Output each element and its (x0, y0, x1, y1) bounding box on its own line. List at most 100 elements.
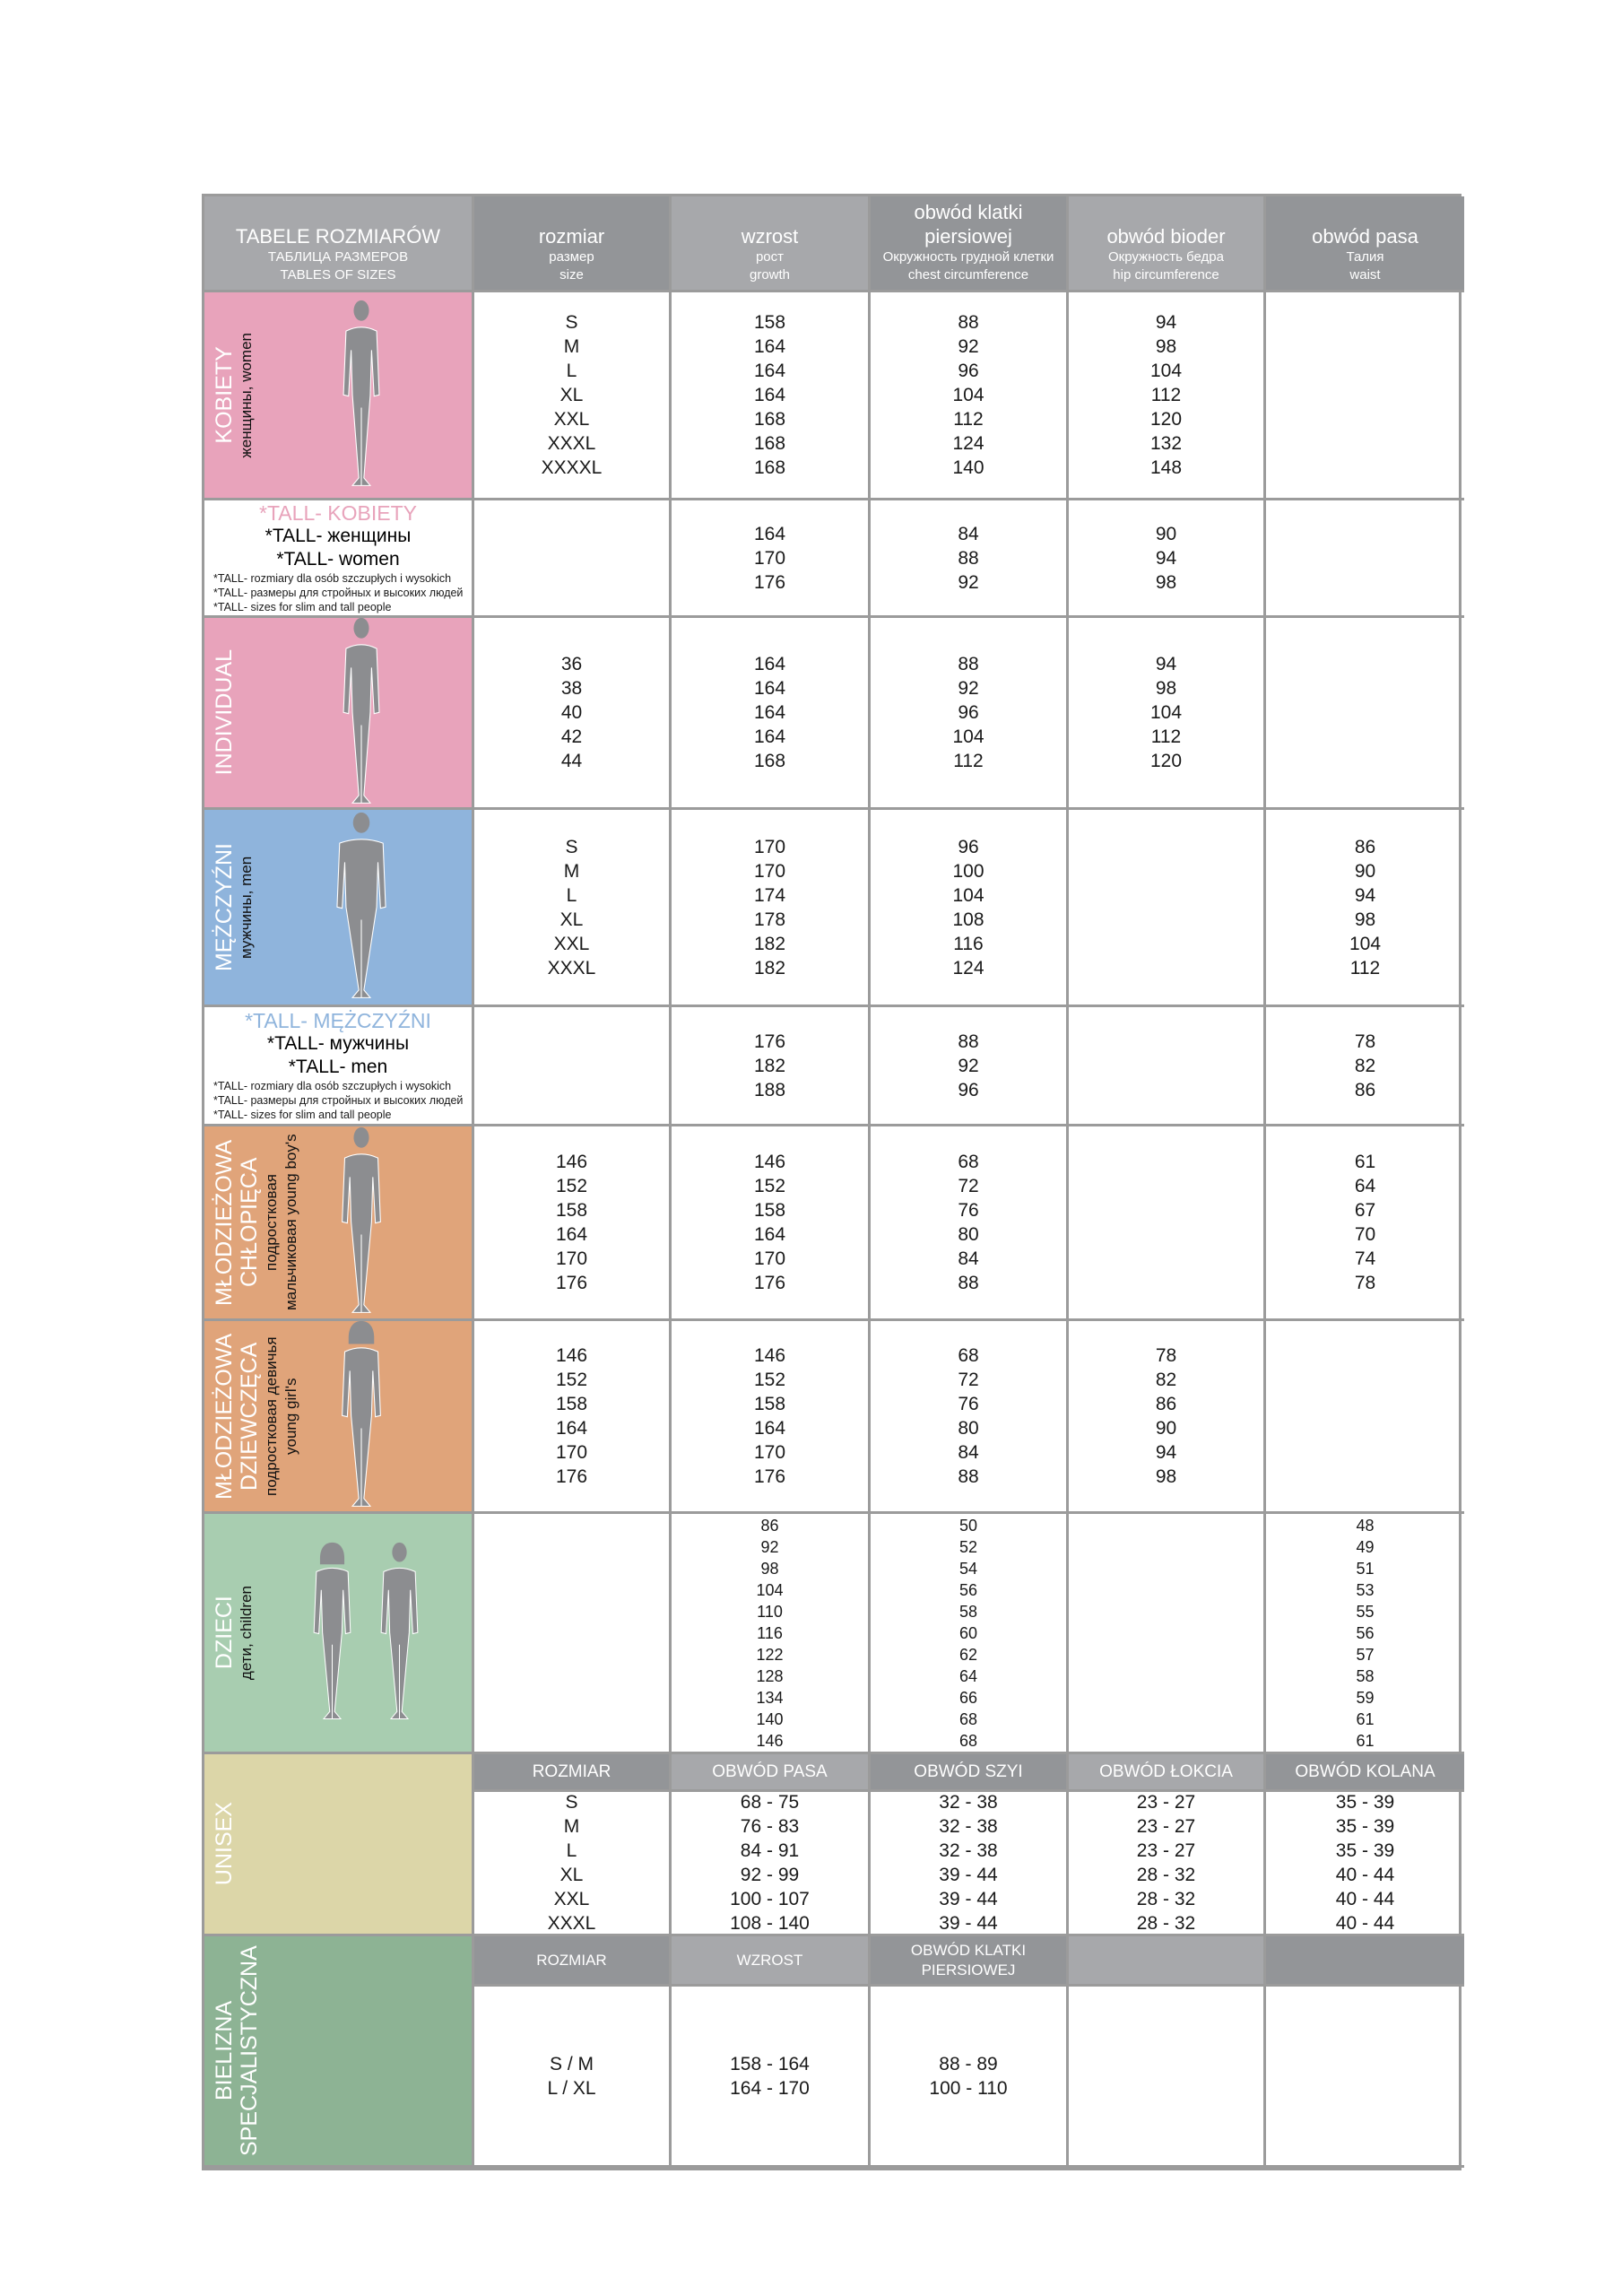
column-header-ru: рост (755, 249, 785, 265)
value: 23 - 27 (1136, 1792, 1196, 1813)
value: 72 (958, 1176, 979, 1196)
value: 170 (753, 860, 786, 882)
value: 61 (1354, 1152, 1376, 1172)
value: 158 (753, 1200, 786, 1221)
column-header-ru: Окружность бедра (1108, 249, 1224, 265)
man-silhouette-icon (321, 811, 402, 1004)
value: 158 - 164 (730, 2053, 810, 2074)
value: 90 (1155, 1418, 1177, 1439)
section-label-cell: MĘŻCZYŹNI мужчины, men (204, 810, 474, 1007)
section-title: MŁODZIEŻOWA CHŁOPIĘCA (212, 1139, 262, 1306)
value: 42 (560, 726, 583, 747)
value: 176 (753, 1273, 786, 1293)
data-cell: ROZMIAR S M L XL XXL XXXL (474, 1754, 672, 1936)
data-cell: 86 90 94 98 104 112 (1266, 810, 1464, 1007)
value: 170 (555, 1248, 588, 1269)
value: 168 (753, 751, 786, 771)
sub-header: OBWÓD PASA (672, 1754, 868, 1792)
value: 98 (760, 1559, 779, 1578)
value: 146 (756, 1731, 784, 1750)
value: 35 - 39 (1335, 1792, 1395, 1813)
value: 164 (753, 523, 786, 544)
value: 92 (958, 336, 979, 357)
value: 64 (1354, 1176, 1376, 1196)
value: S (565, 312, 578, 333)
value: 36 (560, 654, 583, 674)
value-list (1266, 618, 1464, 807)
value: 120 (1149, 751, 1183, 771)
value: 104 (1349, 933, 1382, 954)
section-subtitle: подростковая мальчиковая young boy's (263, 1134, 299, 1311)
value: 146 (753, 1345, 786, 1366)
value-list: 96 100 104 108 116 124 (871, 810, 1066, 1004)
value: 164 - 170 (730, 2077, 810, 2099)
column-header: rozmiar размер size (474, 196, 672, 292)
data-cell: WZROST 158 - 164 164 - 170 (672, 1936, 871, 2168)
column-header-en: size (559, 267, 584, 283)
data-cell: OBWÓD KOLANA 35 - 39 35 - 39 35 - 39 40 - 44… (1266, 1754, 1464, 1936)
value: 40 (560, 702, 583, 723)
value: 35 - 39 (1335, 1816, 1395, 1837)
column-header: obwód bioder Окружность бедра hip circumfe… (1069, 196, 1266, 292)
value: 104 (952, 884, 984, 906)
value: 168 (753, 433, 786, 454)
value-list: S M L XL XXL XXXL (474, 1792, 669, 1934)
value: 152 (555, 1370, 588, 1390)
data-cell (1266, 1936, 1464, 2168)
value: 84 (958, 1442, 979, 1463)
value: XXXL (547, 1913, 596, 1934)
value: 116 (757, 1623, 783, 1642)
section-subtitle: женщины, women (238, 332, 255, 458)
column-header: obwód klatki piersiowej Окружность грудно… (871, 196, 1069, 292)
children-silhouettes-icon (299, 1541, 433, 1725)
value: 98 (1155, 678, 1177, 699)
value: 64 (958, 1666, 978, 1685)
data-cell: OBWÓD KLATKI PIERSIOWEJ 88 - 89 100 - 110 (871, 1936, 1069, 2168)
column-header: obwód pasa Талия waist (1266, 196, 1464, 292)
value: 108 (952, 909, 984, 930)
value: 164 (753, 1418, 786, 1439)
value: L (566, 361, 577, 381)
tall-note: *TALL- sizes for slim and tall people (213, 1108, 392, 1121)
section-subtitle: дети, children (238, 1585, 255, 1681)
data-cell: 84 88 92 (871, 500, 1069, 618)
data-cell: ROZMIAR S / M L / XL (474, 1936, 672, 2168)
value: 92 (958, 571, 979, 593)
data-cell (1069, 1514, 1266, 1754)
value: 174 (753, 884, 786, 906)
value: 39 - 44 (939, 1865, 998, 1885)
sub-header: ROZMIAR (474, 1754, 669, 1792)
value-list: S M L XL XXL XXXL (474, 810, 669, 1004)
value-list (1266, 1321, 1464, 1511)
value: 170 (555, 1442, 588, 1463)
value-list: 50 52 54 56 58 60 62 64 66 68 68 (871, 1514, 1066, 1752)
sub-header (1069, 1936, 1263, 1987)
sub-body: 23 - 27 23 - 27 23 - 27 28 - 32 28 - 32 28 - … (1069, 1792, 1263, 1934)
value-list: 88 92 96 (871, 1007, 1066, 1124)
tall-title: *TALL- KOBIETY (259, 500, 417, 525)
section-subtitle: мужчины, men (238, 856, 255, 959)
value: 170 (753, 547, 786, 569)
section-label: BIELIZNA SPECJALISTYCZNA (212, 1936, 262, 2165)
value: 88 (958, 1031, 979, 1052)
value: 176 (555, 1466, 588, 1487)
value: 78 (1354, 1273, 1376, 1293)
value: 146 (555, 1152, 588, 1172)
value: 67 (1354, 1200, 1376, 1221)
value: 182 (753, 1055, 786, 1076)
value: 122 (756, 1645, 784, 1664)
value: 164 (753, 361, 786, 381)
value: 176 (753, 1466, 786, 1487)
value: 112 (1150, 385, 1182, 405)
value: 96 (958, 1079, 979, 1100)
value-list: 84 88 92 (871, 500, 1066, 615)
value: 112 (1150, 726, 1182, 747)
value-list: 146 152 158 164 170 176 (672, 1321, 868, 1511)
data-cell: 78 82 86 90 94 98 (1069, 1321, 1266, 1514)
girl-silhouette-icon (321, 1321, 402, 1511)
value: L (566, 884, 577, 906)
value: 84 - 91 (740, 1840, 800, 1861)
value-list: 88 92 96 104 112 (871, 618, 1066, 807)
value: 104 (756, 1580, 784, 1599)
value: 53 (1356, 1580, 1375, 1599)
